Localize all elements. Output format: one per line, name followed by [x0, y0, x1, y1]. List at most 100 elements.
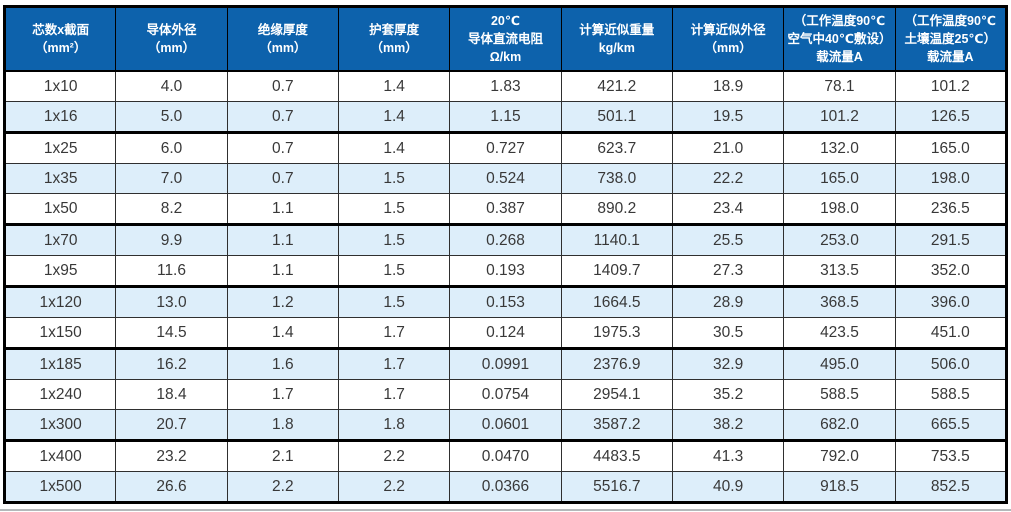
table-cell: 1.5: [337, 224, 451, 256]
table-cell: 1.6: [226, 348, 339, 380]
table-cell: 495.0: [783, 348, 896, 380]
table-cell: 1975.3: [560, 317, 673, 350]
table-cell: 738.0: [560, 163, 673, 194]
table-cell: 423.5: [783, 317, 896, 350]
table-cell: 0.153: [449, 286, 562, 318]
table-cell: 2.2: [226, 471, 339, 503]
table-cell: 1140.1: [560, 224, 673, 256]
table-cell: 1.5: [337, 286, 451, 318]
table-cell: 1.2: [226, 286, 339, 318]
table-cell: 0.524: [449, 163, 562, 194]
table-cell: 198.0: [894, 163, 1008, 194]
table-cell: 0.7: [226, 163, 339, 194]
col-header-1: 芯数x截面 （mm²）: [3, 6, 117, 72]
table-cell: 6.0: [115, 132, 228, 164]
col-header-7: 计算近似外径 （mm）: [671, 6, 785, 72]
table-cell: 165.0: [783, 163, 896, 194]
table-header: 芯数x截面 （mm²） 导体外径 （mm） 绝缘厚度 （mm） 护套厚度 （mm） 20℃ 导体直…: [3, 6, 1008, 72]
table-cell: 1664.5: [560, 286, 673, 318]
table-cell: 2376.9: [560, 348, 673, 380]
table-cell: 1.4: [337, 70, 451, 102]
table-cell: 753.5: [894, 440, 1008, 472]
table-cell: 0.387: [449, 193, 562, 226]
table-cell: 1.5: [337, 193, 451, 226]
col-header-5: 20℃ 导体直流电阻 Ω/km: [449, 6, 562, 72]
col-header-6: 计算近似重量 kg/km: [560, 6, 673, 72]
table-cell: 4483.5: [560, 440, 673, 472]
cable-spec-table: 芯数x截面 （mm²） 导体外径 （mm） 绝缘厚度 （mm） 护套厚度 （mm） 20℃ 导体直…: [3, 5, 1008, 504]
table-cell: 27.3: [671, 255, 785, 288]
table-cell: 1409.7: [560, 255, 673, 288]
table-cell: 253.0: [783, 224, 896, 256]
table-cell: 38.2: [671, 409, 785, 442]
table-cell: 396.0: [894, 286, 1008, 318]
table-cell: 421.2: [560, 70, 673, 102]
table-cell: 101.2: [783, 101, 896, 134]
table-cell: 78.1: [783, 70, 896, 102]
table-cell: 41.3: [671, 440, 785, 472]
row-label: 1x95: [3, 255, 117, 288]
table-cell: 1.8: [226, 409, 339, 442]
table-cell: 5516.7: [560, 471, 673, 503]
table-cell: 501.1: [560, 101, 673, 134]
table-cell: 13.0: [115, 286, 228, 318]
table-cell: 2.1: [226, 440, 339, 472]
table-cell: 0.0366: [449, 471, 562, 503]
table-cell: 623.7: [560, 132, 673, 164]
table-cell: 682.0: [783, 409, 896, 442]
table-cell: 890.2: [560, 193, 673, 226]
table-cell: 132.0: [783, 132, 896, 164]
table-row-1x16: 1x16 5.0 0.7 1.4 1.15 501.1 19.5 101.2 126.5: [3, 101, 1008, 134]
col-header-8: （工作温度90℃ 空气中40℃敷设） 载流量A: [783, 6, 896, 72]
table-cell: 1.7: [226, 379, 339, 410]
table-row-1x10: 1x10 4.0 0.7 1.4 1.83 421.2 18.9 78.1 101.2: [3, 70, 1008, 102]
table-cell: 126.5: [894, 101, 1008, 134]
table-cell: 236.5: [894, 193, 1008, 226]
table-cell: 1.1: [226, 224, 339, 256]
table-cell: 1.1: [226, 193, 339, 226]
table-row-1x240: 1x240 18.4 1.7 1.7 0.0754 2954.1 35.2 588.5 588.…: [3, 379, 1008, 410]
table-cell: 35.2: [671, 379, 785, 410]
table-cell: 23.2: [115, 440, 228, 472]
table-cell: 7.0: [115, 163, 228, 194]
table-cell: 18.9: [671, 70, 785, 102]
table-cell: 588.5: [894, 379, 1008, 410]
table-cell: 918.5: [783, 471, 896, 503]
table-cell: 1.15: [449, 101, 562, 134]
table-cell: 1.8: [337, 409, 451, 442]
table-cell: 16.2: [115, 348, 228, 380]
table-cell: 0.7: [226, 132, 339, 164]
table-cell: 21.0: [671, 132, 785, 164]
table-cell: 2.2: [337, 471, 451, 503]
table-cell: 2.2: [337, 440, 451, 472]
row-label: 1x25: [3, 132, 117, 164]
row-label: 1x120: [3, 286, 117, 318]
table-cell: 368.5: [783, 286, 896, 318]
table-cell: 4.0: [115, 70, 228, 102]
table-cell: 11.6: [115, 255, 228, 288]
table-cell: 0.0470: [449, 440, 562, 472]
table-cell: 9.9: [115, 224, 228, 256]
table-cell: 1.1: [226, 255, 339, 288]
table-cell: 0.727: [449, 132, 562, 164]
table-cell: 0.268: [449, 224, 562, 256]
table-row-1x185: 1x185 16.2 1.6 1.7 0.0991 2376.9 32.9 495.0 506.…: [3, 348, 1008, 380]
row-label: 1x35: [3, 163, 117, 194]
page-edge-shadow: [0, 509, 1011, 511]
table-cell: 20.7: [115, 409, 228, 442]
table-cell: 1.5: [337, 255, 451, 288]
table-cell: 588.5: [783, 379, 896, 410]
table-cell: 19.5: [671, 101, 785, 134]
table-row-1x25: 1x25 6.0 0.7 1.4 0.727 623.7 21.0 132.0 165.0: [3, 132, 1008, 164]
table-cell: 506.0: [894, 348, 1008, 380]
table-cell: 26.6: [115, 471, 228, 503]
row-label: 1x70: [3, 224, 117, 256]
table-cell: 1.83: [449, 70, 562, 102]
col-header-2: 导体外径 （mm）: [115, 6, 228, 72]
table-cell: 22.2: [671, 163, 785, 194]
row-label: 1x150: [3, 317, 117, 350]
table-cell: 23.4: [671, 193, 785, 226]
table-cell: 313.5: [783, 255, 896, 288]
table-cell: 32.9: [671, 348, 785, 380]
table-cell: 1.7: [337, 317, 451, 350]
